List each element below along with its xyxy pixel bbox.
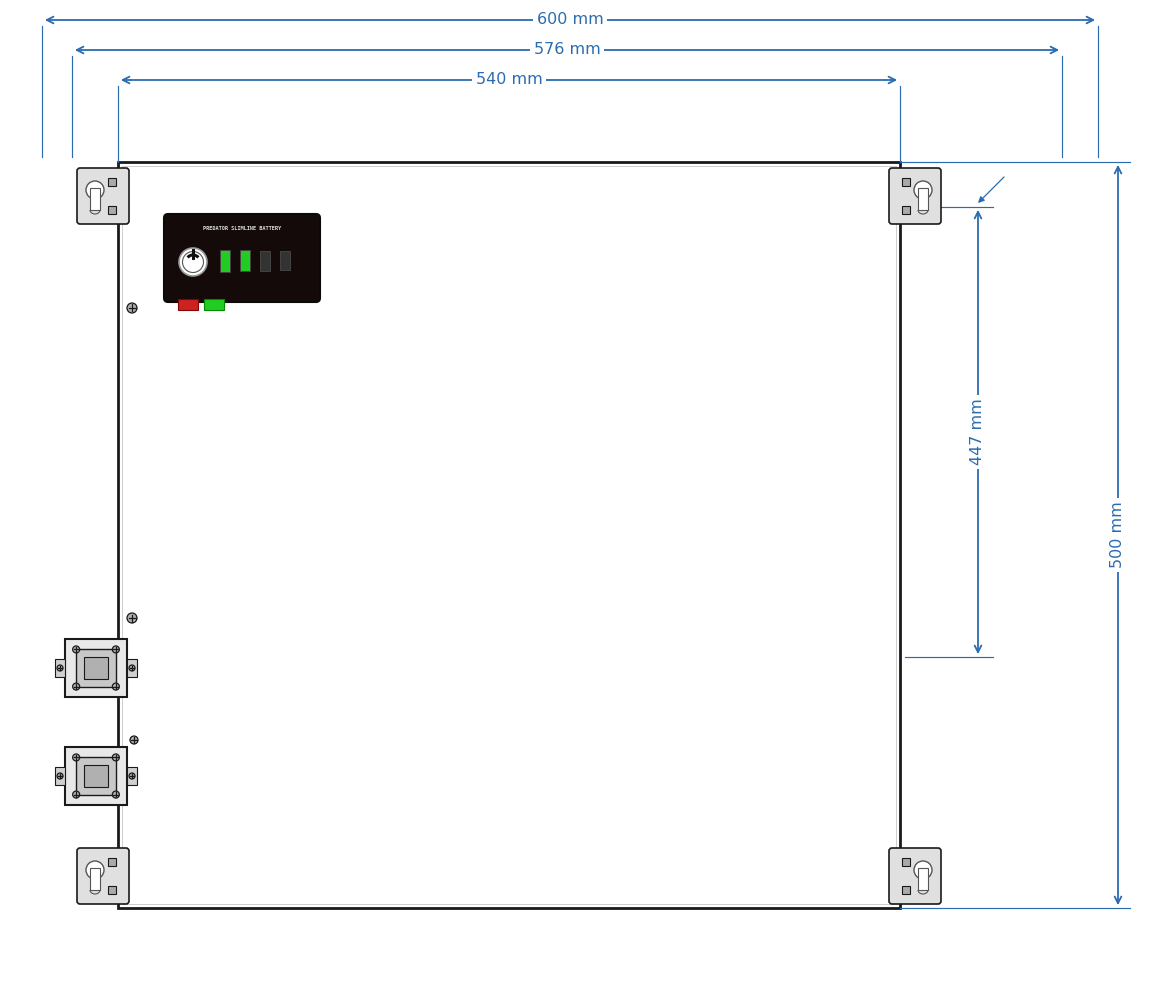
Bar: [108, 178, 116, 186]
Circle shape: [112, 646, 119, 653]
Bar: [55, 659, 66, 677]
Bar: [902, 886, 910, 894]
Bar: [240, 251, 250, 272]
Circle shape: [183, 252, 204, 273]
Text: 540 mm: 540 mm: [476, 72, 543, 88]
Circle shape: [73, 791, 80, 798]
Bar: [128, 768, 137, 784]
FancyBboxPatch shape: [77, 168, 129, 224]
Circle shape: [130, 736, 138, 744]
Circle shape: [112, 791, 119, 798]
Circle shape: [87, 181, 104, 199]
Circle shape: [73, 754, 80, 761]
FancyBboxPatch shape: [164, 214, 321, 302]
Bar: [66, 639, 128, 697]
Bar: [55, 768, 66, 784]
Bar: [280, 252, 290, 271]
Bar: [260, 251, 270, 271]
Bar: [918, 188, 928, 210]
Circle shape: [914, 181, 932, 199]
Circle shape: [57, 773, 63, 779]
Circle shape: [73, 646, 80, 653]
Bar: [108, 858, 116, 866]
Circle shape: [914, 861, 932, 879]
Circle shape: [128, 303, 137, 313]
Bar: [918, 868, 928, 890]
Bar: [902, 858, 910, 866]
Circle shape: [112, 683, 119, 690]
Circle shape: [73, 683, 80, 690]
Bar: [66, 747, 128, 805]
Circle shape: [129, 773, 135, 779]
Text: 576 mm: 576 mm: [534, 42, 600, 57]
Text: 500 mm: 500 mm: [1110, 502, 1126, 568]
Bar: [84, 765, 108, 787]
Circle shape: [112, 754, 119, 761]
Circle shape: [128, 613, 137, 623]
Bar: [204, 299, 223, 310]
Bar: [90, 868, 99, 890]
Bar: [108, 206, 116, 214]
Circle shape: [57, 665, 63, 671]
Bar: [108, 886, 116, 894]
Bar: [902, 206, 910, 214]
Text: 600 mm: 600 mm: [537, 13, 604, 28]
Bar: [90, 188, 99, 210]
Bar: [84, 657, 108, 680]
Circle shape: [179, 248, 207, 276]
Bar: [76, 649, 116, 687]
Bar: [122, 166, 896, 904]
Circle shape: [87, 861, 104, 879]
Bar: [128, 659, 137, 677]
Bar: [76, 757, 116, 795]
Bar: [178, 299, 198, 310]
FancyBboxPatch shape: [889, 848, 941, 904]
Circle shape: [129, 665, 135, 671]
FancyBboxPatch shape: [889, 168, 941, 224]
FancyBboxPatch shape: [77, 848, 129, 904]
Bar: [220, 250, 230, 272]
Bar: [118, 162, 900, 908]
Text: PREDATOR SLIMLINE BATTERY: PREDATOR SLIMLINE BATTERY: [202, 225, 281, 230]
Text: 447 mm: 447 mm: [970, 398, 985, 465]
Bar: [902, 178, 910, 186]
